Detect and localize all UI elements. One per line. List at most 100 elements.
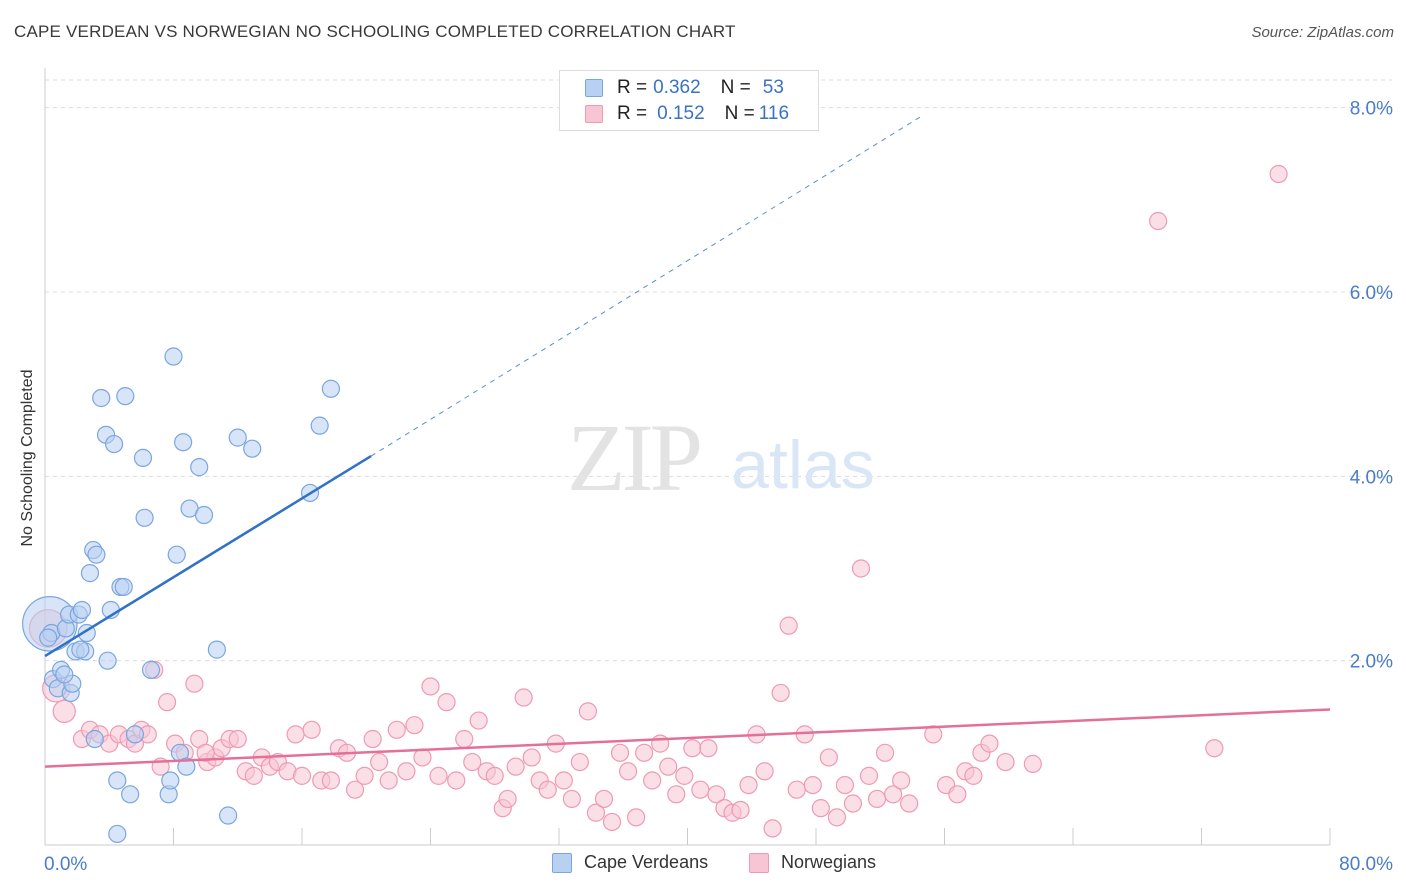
norwegians-point: [429, 766, 448, 785]
cape-verdeans-point: [92, 388, 111, 408]
norwegians-point: [506, 757, 525, 776]
norwegians-trend-line: [44, 708, 1331, 768]
norwegians-point: [363, 729, 382, 749]
norwegians-point: [651, 734, 670, 753]
norwegians-point: [948, 785, 967, 804]
norwegians-point: [345, 780, 365, 799]
norwegians-point: [691, 780, 710, 799]
cape-verdeans-point: [108, 824, 127, 844]
gridlines: [45, 79, 1392, 662]
legend-swatch-pink: [585, 105, 603, 123]
norwegians-point: [996, 752, 1015, 772]
series-legend: Cape Verdeans Norwegians: [0, 850, 1406, 878]
norwegians-point: [578, 702, 598, 721]
cape-verdeans-point: [177, 757, 196, 776]
norwegians-point: [602, 812, 622, 832]
norwegians-point: [618, 762, 638, 781]
norwegians-point: [413, 748, 432, 767]
norwegians-point: [498, 789, 517, 809]
legend-swatch-blue: [552, 852, 572, 873]
cape-verdeans-point: [174, 433, 193, 452]
y-tick-label: 6.0%: [1350, 283, 1393, 304]
norwegians-point: [675, 766, 694, 785]
norwegians-point: [1023, 754, 1042, 773]
cape-verdeans-point: [141, 660, 161, 679]
norwegians-point: [803, 775, 822, 795]
cape-verdeans-point: [310, 416, 329, 435]
norwegians-point: [228, 729, 247, 749]
tick-labels: 2.0% 4.0% 6.0% 8.0% 0.0% 80.0%: [44, 99, 1393, 875]
norwegians-point: [924, 725, 943, 744]
legend-row-cape-verdeans: R = 0.362 N = 53: [585, 76, 784, 100]
cape-verdeans-point: [135, 508, 154, 527]
norwegians-point: [771, 683, 790, 703]
norwegians-point: [514, 688, 533, 707]
norwegians-point: [900, 794, 919, 813]
cape-verdeans-point: [39, 628, 58, 647]
cape-verdeans-point: [194, 505, 214, 525]
x-tick-label-max: 80.0%: [1339, 854, 1393, 875]
legend-label-cape-verdeans: Cape Verdeans: [584, 852, 709, 872]
norwegians-point: [667, 785, 686, 804]
cape-verdeans-point: [190, 458, 209, 477]
norwegians-point: [522, 748, 541, 767]
cape-verdeans-point: [116, 387, 135, 406]
legend-n-value: 116: [758, 103, 790, 124]
correlation-legend: R = 0.362 N = 53 R = 0.152 N = 116: [559, 70, 819, 131]
norwegians-point: [292, 766, 312, 785]
legend-swatch-blue: [585, 79, 603, 97]
legend-r-label: R =: [617, 103, 648, 124]
cape-verdeans-point: [321, 379, 341, 398]
cape-verdeans-point: [243, 439, 262, 458]
norwegians-point: [405, 716, 424, 735]
norwegians-point: [244, 766, 263, 785]
cape-verdeans-point: [121, 785, 140, 804]
legend-r-value: 0.152: [657, 103, 705, 124]
cape-verdeans-point: [98, 651, 117, 670]
norwegians-point: [387, 720, 406, 739]
source-label: Source: ZipAtlas.com: [1251, 24, 1394, 41]
x-tick-label-min: 0.0%: [44, 854, 87, 875]
norwegians-point: [843, 794, 863, 813]
norwegians-point: [867, 789, 887, 809]
cape-verdeans-point: [87, 545, 106, 564]
norwegians-point: [883, 785, 903, 804]
norwegians-point: [586, 803, 606, 822]
y-tick-label: 8.0%: [1350, 99, 1393, 120]
norwegians-point: [699, 739, 718, 758]
norwegians-point: [610, 743, 630, 762]
norwegians-point: [980, 734, 999, 753]
trend-lines: [44, 116, 1331, 768]
cape-verdeans-point: [207, 640, 226, 659]
norwegians-point: [554, 771, 573, 790]
norwegians-point: [1149, 211, 1168, 231]
cape-verdeans-trend-extension: [370, 116, 921, 457]
cape-verdeans-point: [55, 665, 74, 684]
legend-item-cape-verdeans: Cape Verdeans: [552, 852, 708, 873]
legend-item-norwegians: Norwegians: [749, 852, 876, 873]
norwegians-point: [455, 729, 474, 749]
norwegians-point: [302, 720, 321, 739]
norwegians-point: [196, 743, 215, 762]
norwegians-point: [355, 766, 374, 785]
legend-n-value: 53: [762, 77, 784, 98]
cape-verdeans-trend-line: [44, 454, 372, 658]
norwegians-point: [397, 762, 416, 781]
norwegians-point: [469, 711, 488, 730]
legend-label-norwegians: Norwegians: [781, 852, 877, 872]
norwegians-point: [562, 789, 581, 809]
norwegians-point: [594, 789, 614, 809]
cape-verdeans-point: [167, 545, 186, 564]
cape-verdeans-point: [133, 448, 153, 467]
norwegians-point: [835, 775, 855, 795]
norwegians-point: [463, 752, 482, 772]
norwegians-point: [683, 739, 702, 758]
norwegians-point: [811, 799, 830, 818]
cape-verdeans-point: [219, 806, 238, 825]
watermark: ZIP atlas: [567, 404, 875, 511]
norwegians-point: [538, 780, 557, 799]
norwegians-point: [1269, 164, 1288, 184]
norwegians-point: [892, 771, 911, 790]
norwegians-point: [157, 693, 177, 712]
